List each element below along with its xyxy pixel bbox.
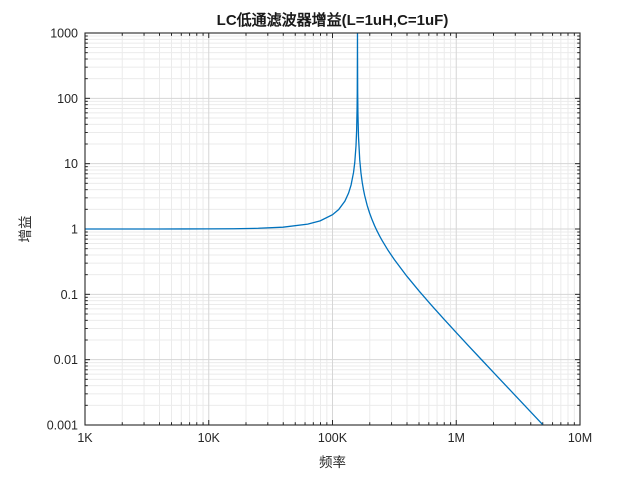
x-tick-label: 10K bbox=[198, 431, 221, 445]
plot-border bbox=[84, 32, 581, 426]
x-tick-label: 1M bbox=[448, 431, 465, 445]
y-tick-label: 10 bbox=[64, 157, 78, 171]
y-tick-label: 0.01 bbox=[54, 353, 78, 367]
y-axis-label: 增益 bbox=[18, 215, 33, 243]
y-tick-label: 0.1 bbox=[61, 288, 78, 302]
gain-curve bbox=[85, 32, 544, 426]
y-tick-label: 1000 bbox=[50, 27, 78, 41]
x-tick-label: 100K bbox=[318, 431, 348, 445]
x-tick-labels: 1K 10K 100K 1M 10M bbox=[77, 431, 592, 445]
y-tick-label: 100 bbox=[57, 92, 78, 106]
x-tick-label: 10M bbox=[568, 431, 592, 445]
y-tick-labels: 0.001 0.01 0.1 1 10 100 1000 bbox=[47, 27, 78, 433]
x-axis-label: 频率 bbox=[319, 455, 346, 470]
y-tick-label: 1 bbox=[71, 223, 78, 237]
x-tick-label: 1K bbox=[77, 431, 93, 445]
y-tick-label: 0.001 bbox=[47, 419, 78, 433]
chart-title: LC低通滤波器增益(L=1uH,C=1uF) bbox=[216, 12, 449, 29]
